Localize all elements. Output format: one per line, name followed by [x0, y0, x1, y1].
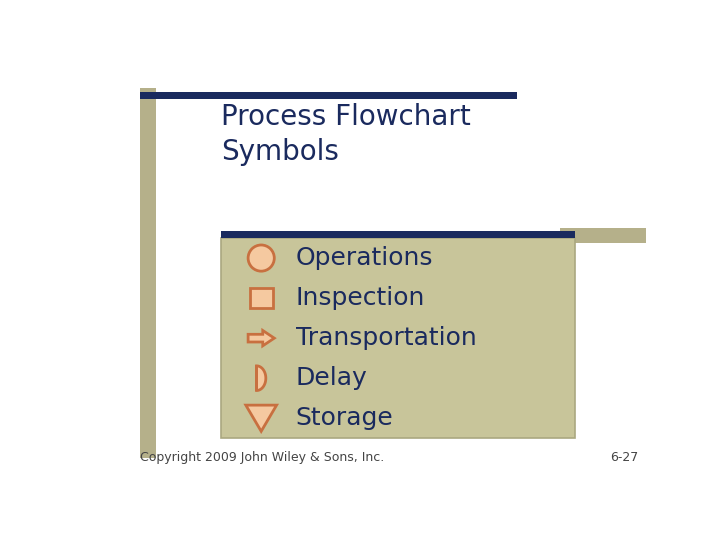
Text: 6-27: 6-27 — [611, 451, 639, 464]
Polygon shape — [256, 366, 266, 390]
FancyBboxPatch shape — [140, 88, 156, 457]
Text: Transportation: Transportation — [296, 326, 477, 350]
FancyBboxPatch shape — [221, 231, 575, 238]
Text: Copyright 2009 John Wiley & Sons, Inc.: Copyright 2009 John Wiley & Sons, Inc. — [140, 451, 384, 464]
Bar — [250, 288, 273, 308]
Text: Storage: Storage — [296, 406, 394, 430]
Polygon shape — [248, 330, 274, 346]
Text: Inspection: Inspection — [296, 286, 426, 310]
FancyBboxPatch shape — [560, 228, 647, 244]
FancyBboxPatch shape — [140, 92, 517, 99]
Polygon shape — [246, 405, 276, 431]
FancyBboxPatch shape — [221, 238, 575, 438]
Circle shape — [248, 245, 274, 271]
Text: Delay: Delay — [296, 366, 368, 390]
Text: Process Flowchart
Symbols: Process Flowchart Symbols — [221, 103, 471, 166]
Text: Operations: Operations — [296, 246, 433, 270]
